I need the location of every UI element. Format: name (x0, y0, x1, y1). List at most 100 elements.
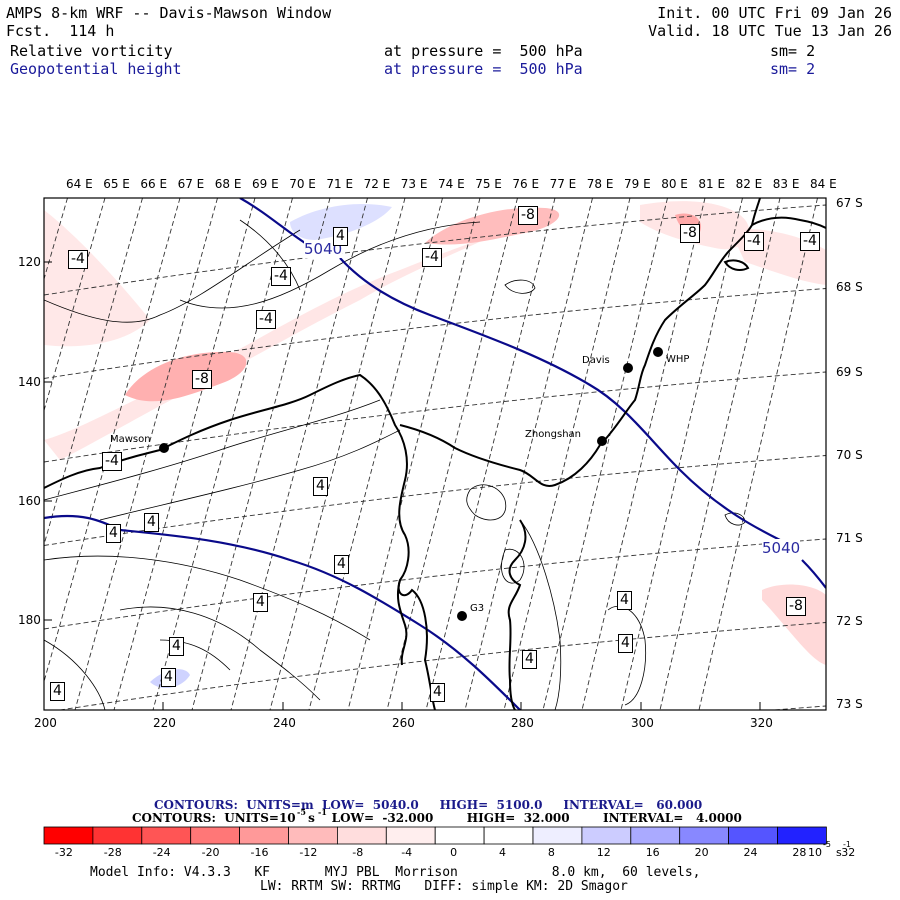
colorbar-swatch (679, 826, 730, 845)
colorbar-unit: 10 (808, 846, 822, 859)
vort-shade-negative (44, 210, 150, 347)
colorbar-tick-label: 16 (645, 846, 660, 859)
map-background (44, 198, 826, 710)
vorticity-contour-label: 4 (617, 591, 632, 610)
meridian-line (44, 198, 106, 413)
vort-contour (504, 279, 536, 294)
colorbar-swatch (92, 826, 143, 845)
vort-contour (44, 639, 106, 710)
vort-contour (44, 229, 301, 323)
colorbar-tick-label: -28 (103, 846, 122, 859)
vort-contour (99, 429, 401, 521)
colorbar-swatch (581, 826, 632, 845)
top-axis-label: 79 E (624, 177, 651, 191)
top-axis-label: 73 E (400, 177, 428, 191)
vorticity-contour-label: -8 (680, 224, 700, 243)
vorticity-contour-label: -4 (68, 250, 88, 269)
top-axis-label: 83 E (772, 177, 800, 191)
bottom-axis-label: 300 (631, 716, 654, 730)
coastline (399, 198, 761, 487)
field1-name: Relative vorticity (10, 42, 173, 60)
meridian-line (308, 198, 443, 710)
vort-contour (44, 555, 371, 641)
colorbar-tick-label: -8 (352, 846, 364, 859)
bottom-axis-label: 320 (750, 716, 773, 730)
vort-contour (519, 519, 562, 710)
colorbar-swatch (434, 826, 485, 845)
vort-contour (159, 639, 231, 671)
height-contour-5040 (801, 559, 826, 589)
init-time: Init. 00 UTC Fri 09 Jan 26 (657, 4, 892, 22)
meridian-line (386, 198, 518, 710)
field2-level: at pressure = 500 hPa (384, 60, 583, 78)
top-axis-label: 76 E (512, 177, 540, 191)
station-label-mawson: Mawson (110, 434, 151, 445)
vorticity-contour-label: 4 (144, 513, 159, 532)
bottom-axis-label: 280 (511, 716, 534, 730)
vorticity-contour-label: -4 (744, 232, 764, 251)
colorbar-swatch (336, 826, 387, 845)
legend-exponent: -5 (297, 807, 306, 817)
colorbar-swatch (288, 826, 338, 845)
coastline (723, 259, 750, 271)
meridian-line (425, 198, 556, 710)
top-axis-label: 69 E (252, 177, 279, 191)
vort-contour (239, 219, 301, 291)
colorbar-tick-label: 28 (792, 846, 807, 859)
vort-contour (119, 606, 321, 701)
colorbar-swatch (385, 826, 436, 845)
parallel-line (44, 204, 826, 296)
coastline (751, 216, 826, 229)
station-dot (653, 347, 663, 357)
vorticity-contour-label: 4 (169, 637, 184, 656)
parallel-line (44, 371, 826, 463)
top-axis-label: 71 E (326, 177, 354, 191)
top-axis-label: 78 E (586, 177, 614, 191)
vorticity-contour-label: 4 (333, 227, 348, 246)
field2-name: Geopotential height (10, 60, 182, 78)
vorticity-contour-label: 4 (106, 524, 121, 543)
height-contour-5040 (339, 257, 781, 541)
colorbar-tick-label: -16 (250, 846, 269, 859)
height-label: 5040 (762, 539, 801, 557)
right-axis-label: 70 S (836, 448, 863, 462)
model-info: Model Info: V4.3.3 KF MYJ PBL Morrison 8… (90, 865, 701, 880)
top-axis-label: 74 E (438, 177, 465, 191)
parallel-line (44, 288, 826, 379)
vort-contour (466, 484, 507, 521)
vorticity-contour-label: 4 (334, 555, 349, 574)
top-axis-label: 84 E (810, 177, 837, 191)
valid-time: Valid. 18 UTC Tue 13 Jan 26 (648, 22, 892, 40)
colorbar-tick-label: -20 (201, 846, 220, 859)
vorticity-contour-label: 4 (522, 650, 537, 669)
vorticity-contour-label: -4 (422, 248, 442, 267)
right-axis-label: 71 S (836, 531, 863, 545)
legend-contours-height: CONTOURS: UNITS=m LOW= 5040.0 HIGH= 5100… (154, 798, 703, 812)
vort-shade-positive (290, 203, 392, 240)
coastline (396, 579, 408, 666)
colorbar-tick-label: 8 (547, 846, 555, 859)
top-axis-label: 80 E (661, 177, 688, 191)
station-dot (159, 443, 169, 453)
colorbar-unit-s: s (836, 846, 842, 859)
colorbar-swatch (43, 826, 94, 845)
meridian-line (0, 198, 30, 710)
meridian-line (113, 198, 256, 710)
vorticity-contour-label: -4 (271, 267, 291, 286)
left-axis-label: 160 (18, 494, 41, 508)
colorbar-swatch (777, 826, 827, 845)
top-axis-label: 81 E (698, 177, 726, 191)
colorbar-unit-exponent: -5 (823, 840, 831, 849)
right-axis-label: 73 S (836, 697, 863, 711)
physics-info: LW: RRTM SW: RRTMG DIFF: simple KM: 2D S… (260, 879, 628, 894)
map-frame (43, 197, 827, 711)
top-axis-label: 64 E (66, 177, 93, 191)
vorticity-contour-label: -8 (786, 597, 806, 616)
vorticity-contour-label: 4 (253, 593, 268, 612)
field1-sm: sm= 2 (770, 42, 816, 60)
colorbar-swatch (141, 826, 192, 845)
vort-contour (179, 221, 481, 309)
vort-contour (501, 548, 525, 584)
vorticity-contour-label: 4 (313, 477, 328, 496)
